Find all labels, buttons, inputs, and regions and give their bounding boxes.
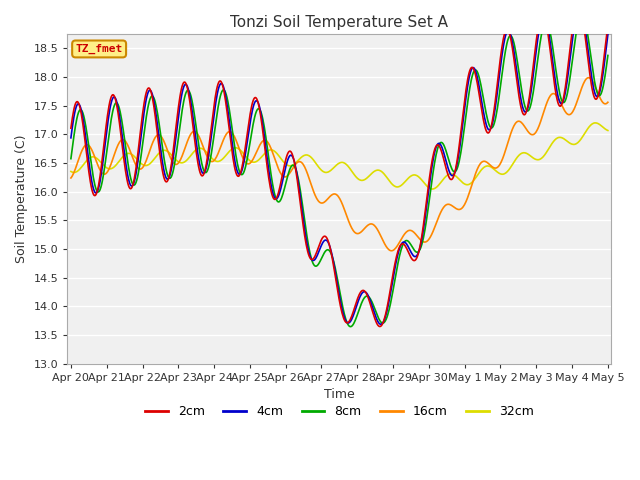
16cm: [584, 75, 592, 81]
8cm: [604, 53, 612, 59]
16cm: [405, 228, 413, 233]
16cm: [215, 149, 223, 155]
32cm: [187, 153, 195, 159]
8cm: [67, 156, 75, 162]
4cm: [377, 322, 385, 327]
4cm: [132, 171, 140, 177]
2cm: [67, 125, 75, 131]
8cm: [421, 227, 429, 233]
8cm: [578, 11, 586, 16]
4cm: [575, 5, 583, 11]
32cm: [67, 168, 75, 174]
4cm: [421, 216, 429, 222]
32cm: [404, 175, 412, 181]
Line: 32cm: 32cm: [71, 123, 608, 189]
X-axis label: Time: Time: [324, 388, 355, 401]
2cm: [604, 22, 612, 28]
32cm: [77, 165, 84, 171]
4cm: [67, 135, 75, 141]
Legend: 2cm, 4cm, 8cm, 16cm, 32cm: 2cm, 4cm, 8cm, 16cm, 32cm: [140, 400, 539, 423]
16cm: [67, 175, 75, 181]
8cm: [132, 180, 140, 186]
2cm: [405, 251, 413, 257]
2cm: [376, 324, 384, 329]
16cm: [187, 132, 195, 138]
4cm: [187, 96, 195, 102]
8cm: [215, 100, 223, 106]
8cm: [77, 107, 84, 112]
2cm: [215, 79, 223, 85]
Text: TZ_fmet: TZ_fmet: [76, 44, 123, 54]
Line: 16cm: 16cm: [71, 78, 608, 251]
32cm: [132, 155, 140, 161]
4cm: [405, 246, 413, 252]
16cm: [421, 239, 429, 245]
2cm: [574, 3, 582, 9]
16cm: [132, 162, 140, 168]
4cm: [215, 84, 223, 90]
Line: 8cm: 8cm: [71, 13, 608, 326]
16cm: [604, 99, 612, 105]
32cm: [215, 158, 223, 164]
Line: 2cm: 2cm: [71, 6, 608, 326]
8cm: [187, 91, 195, 97]
4cm: [77, 105, 84, 110]
Y-axis label: Soil Temperature (C): Soil Temperature (C): [15, 134, 28, 263]
32cm: [420, 180, 428, 186]
Title: Tonzi Soil Temperature Set A: Tonzi Soil Temperature Set A: [230, 15, 449, 30]
8cm: [405, 240, 413, 245]
16cm: [387, 248, 395, 253]
8cm: [346, 324, 354, 329]
16cm: [77, 151, 84, 157]
32cm: [591, 120, 599, 126]
2cm: [77, 108, 84, 113]
32cm: [604, 128, 612, 133]
Line: 4cm: 4cm: [71, 8, 608, 324]
32cm: [429, 186, 436, 192]
2cm: [421, 211, 429, 217]
4cm: [604, 32, 612, 37]
2cm: [187, 103, 195, 108]
2cm: [132, 166, 140, 172]
